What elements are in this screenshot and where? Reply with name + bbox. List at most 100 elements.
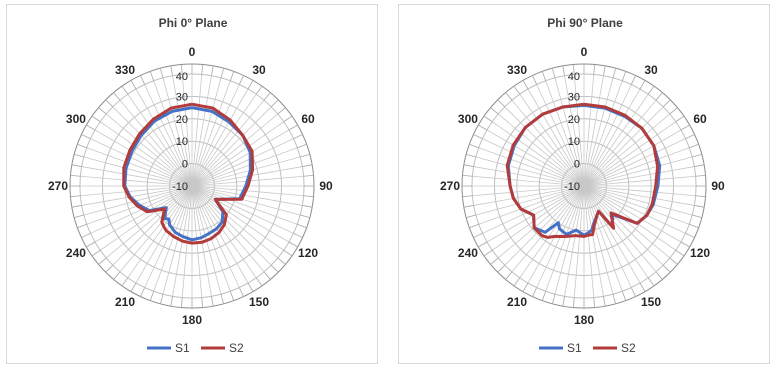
grid-spoke: [191, 74, 203, 187]
rim-tick: [170, 65, 173, 76]
polar-grid: [69, 63, 315, 309]
rim-tick: [130, 282, 137, 292]
rim-tick: [603, 65, 606, 76]
angle-tick-label: 210: [115, 295, 135, 309]
rim-tick: [288, 241, 298, 248]
rim-tick: [662, 264, 671, 273]
rim-tick: [238, 287, 244, 297]
rim-tick: [130, 80, 137, 90]
grid-spoke: [191, 156, 301, 187]
rim-tick: [238, 75, 244, 85]
grid-spoke: [497, 113, 585, 187]
rim-tick: [91, 115, 101, 123]
rim-tick: [522, 80, 529, 90]
rim-tick: [211, 65, 214, 76]
grid-spoke: [153, 80, 193, 187]
polar-grid: [461, 63, 707, 309]
angle-tick-label: 330: [115, 63, 135, 77]
grid-spoke: [100, 121, 193, 187]
grid-spoke: [475, 156, 585, 187]
angle-tick-label: 210: [507, 295, 527, 309]
rim-tick: [140, 75, 146, 85]
grid-spoke: [583, 138, 686, 187]
grid-spoke: [191, 80, 231, 187]
grid-spoke: [583, 80, 623, 187]
rim-tick: [694, 164, 705, 167]
rim-tick: [473, 232, 483, 238]
grid-spoke: [583, 185, 686, 234]
series-line-s2: [122, 102, 255, 245]
rim-tick: [647, 85, 655, 95]
rim-tick: [300, 154, 310, 158]
rim-tick: [685, 232, 695, 238]
grid-spoke: [554, 77, 585, 187]
grid-spoke: [583, 75, 604, 187]
rim-tick: [505, 271, 513, 280]
rim-tick: [490, 107, 499, 115]
rim-tick: [497, 99, 506, 108]
grid-spoke: [583, 185, 676, 251]
grid-spoke: [191, 77, 222, 187]
rim-tick: [639, 80, 646, 90]
rim-tick: [180, 64, 183, 75]
rim-tick: [86, 124, 96, 131]
rim-tick: [77, 143, 87, 149]
rim-tick: [297, 143, 307, 149]
grid-spoke: [100, 185, 193, 251]
rim-tick: [675, 115, 685, 123]
grid-spoke: [191, 185, 294, 234]
rim-tick: [288, 124, 298, 131]
grid-spoke: [583, 121, 676, 187]
rim-tick: [522, 282, 529, 292]
rim-tick: [86, 241, 96, 248]
rim-tick: [612, 294, 616, 304]
rim-tick: [483, 115, 493, 123]
rim-tick: [220, 294, 224, 304]
grid-spoke: [545, 80, 585, 187]
rim-tick: [603, 296, 606, 307]
rim-tick: [201, 297, 204, 308]
grid-spoke: [105, 113, 193, 187]
grid-spoke: [486, 185, 585, 243]
grid-spoke: [112, 185, 193, 266]
grid-spoke: [191, 185, 303, 206]
grid-spoke: [153, 185, 193, 292]
rim-tick: [277, 257, 286, 265]
angle-tick-label: 30: [644, 63, 658, 77]
polar-chart-phi-90: Phi 90° Plane 0 30 60 90 120 150 180 210 240 270 3…: [398, 4, 770, 364]
grid-spoke: [504, 185, 585, 266]
rim-tick: [695, 174, 706, 177]
grid-spoke: [191, 94, 257, 187]
grid-spoke: [583, 185, 682, 243]
grid-spoke: [497, 185, 585, 259]
grid-spoke: [472, 185, 585, 197]
grid-spoke: [583, 147, 690, 187]
chart-canvas: Phi 90° Plane 0 30 60 90 120 150 180 210 240 270 3…: [440, 16, 725, 355]
rim-tick: [263, 92, 271, 101]
rim-tick: [263, 271, 271, 280]
grid-spoke: [86, 147, 193, 187]
rim-tick: [630, 287, 636, 297]
rim-tick: [113, 92, 121, 101]
grid-spoke: [511, 99, 585, 187]
rim-tick: [303, 174, 314, 177]
grid-spoke: [191, 185, 304, 197]
grid-spoke: [583, 88, 641, 187]
grid-spoke: [191, 113, 279, 187]
angle-tick-label: 150: [249, 295, 269, 309]
rim-tick: [469, 223, 479, 229]
rim-tick: [621, 291, 627, 301]
grid-spoke: [112, 106, 193, 187]
rim-tick: [612, 68, 616, 78]
grid-spoke: [135, 185, 193, 284]
rim-tick: [270, 264, 279, 273]
angle-tick-label: 90: [319, 179, 333, 193]
grid-spoke: [527, 88, 585, 187]
grid-spoke: [573, 74, 585, 187]
legend-label-s1: S1: [567, 341, 582, 355]
grid-spoke: [482, 138, 585, 187]
rim-tick: [541, 291, 547, 301]
rim-tick: [293, 232, 303, 238]
rim-tick: [694, 205, 705, 208]
grid-spoke: [191, 88, 249, 187]
